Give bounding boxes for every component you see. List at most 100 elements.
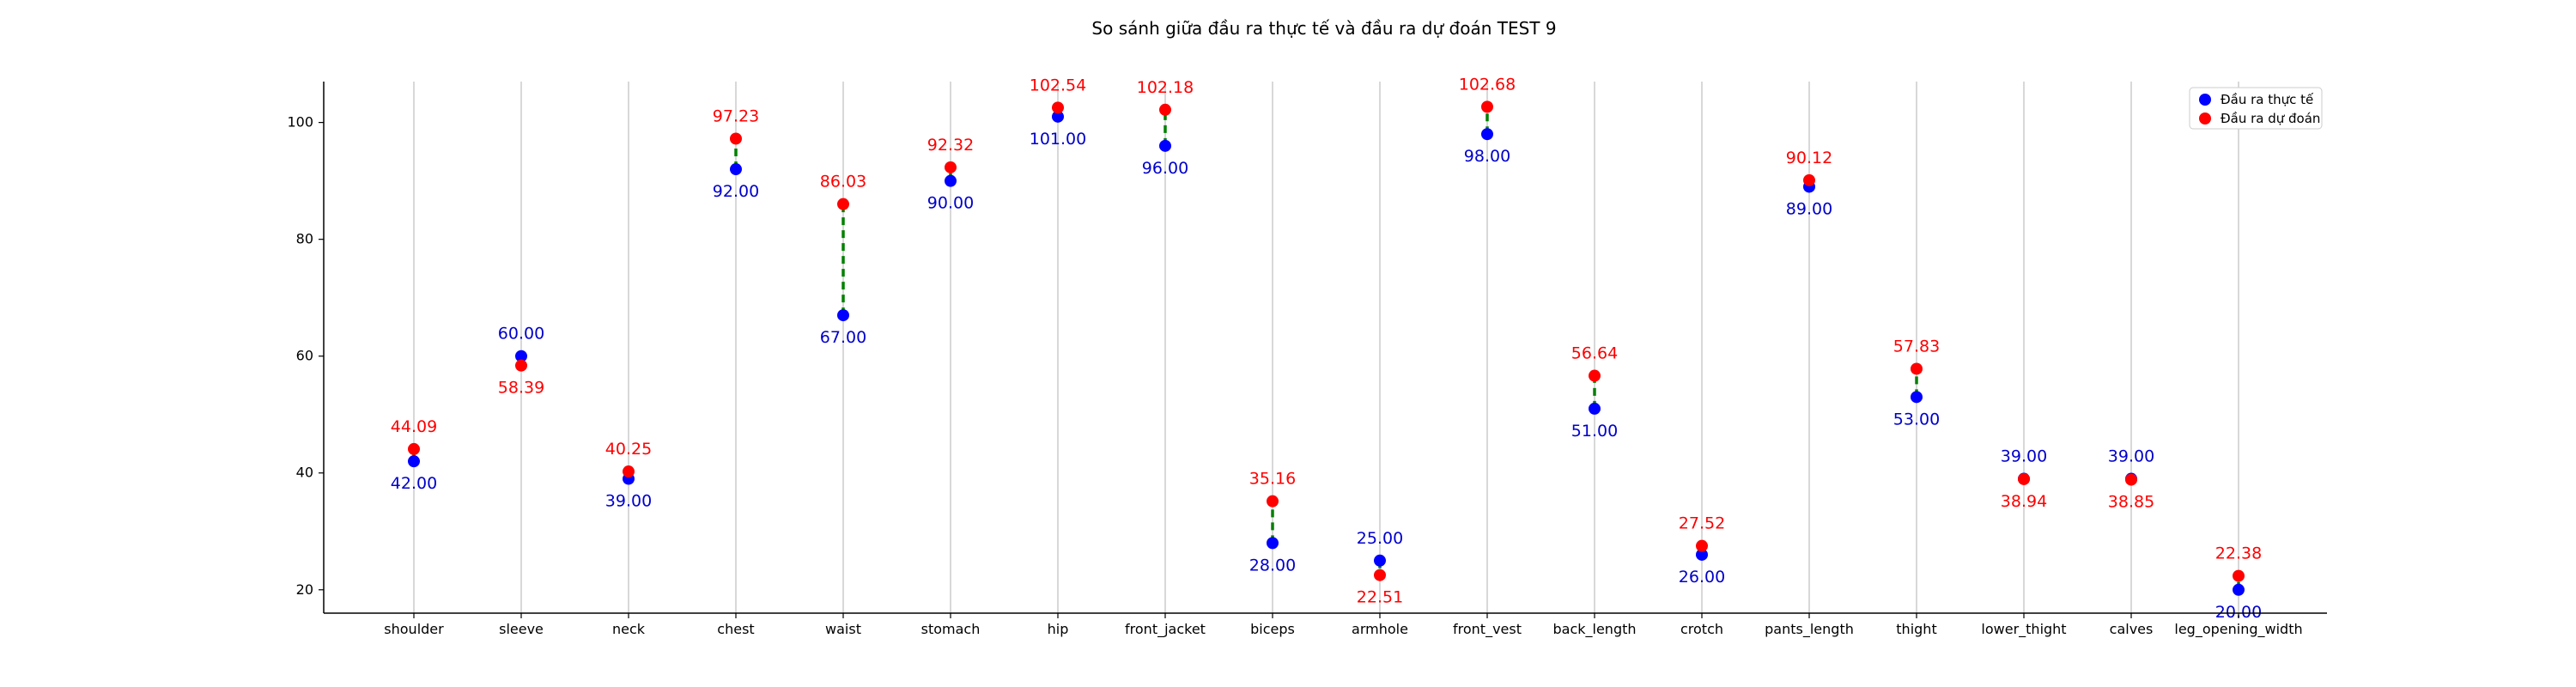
label-predicted: 56.64 [1571,344,1618,363]
x-tick-label: stomach [921,621,981,637]
x-tick-label: back_length [1552,621,1636,638]
point-actual [1374,554,1386,567]
point-actual [1481,128,1493,141]
point-actual [1052,110,1064,123]
x-tick-label: chest [717,621,754,637]
point-predicted [408,442,420,455]
point-actual [1911,391,1923,404]
label-actual: 39.00 [2001,447,2047,466]
y-tick-label: 80 [296,231,313,247]
x-tick-label: sleeve [499,621,544,637]
label-predicted: 102.54 [1030,76,1086,94]
label-actual: 89.00 [1786,199,1832,218]
label-actual: 39.00 [605,492,652,511]
point-actual [1696,548,1708,561]
connector-lines [412,106,2240,590]
label-actual: 26.00 [1679,568,1725,587]
label-predicted: 38.94 [2001,492,2047,511]
point-predicted [1589,369,1601,382]
legend: Đầu ra thực tế Đầu ra dự đoán [2189,87,2323,130]
point-actual [1267,537,1279,550]
x-tick-label: front_vest [1453,621,1522,638]
label-actual: 42.00 [391,474,437,493]
point-actual [730,163,742,176]
point-predicted [1911,362,1923,375]
label-actual: 20.00 [2215,603,2262,622]
point-predicted [2018,472,2030,485]
point-predicted [515,359,527,372]
point-predicted [1374,568,1386,581]
point-actual [515,350,527,362]
x-tick-label: armhole [1352,621,1408,637]
point-predicted [1159,103,1171,116]
x-tick-label: front_jacket [1125,621,1206,638]
legend-label: Đầu ra thực tế [2221,92,2314,107]
x-tick-labels: shoulder sleeve neck chest waist stomach hip fr… [384,613,2303,638]
label-actual: 98.00 [1464,147,1510,166]
legend-label: Đầu ra dự đoán [2221,111,2320,126]
label-actual: 25.00 [1357,529,1403,548]
label-predicted: 40.25 [605,440,652,459]
x-tick-label: thight [1896,621,1936,637]
x-tick-label: shoulder [384,621,444,637]
label-predicted: 27.52 [1679,514,1725,533]
point-predicted [1481,100,1493,113]
legend-marker [2199,94,2211,106]
label-predicted: 97.23 [713,106,759,125]
point-actual [945,174,957,187]
point-predicted [2125,473,2137,486]
data-labels: 42.00 44.09 60.00 58.39 39.00 40.25 92.00 97.23… [391,75,2262,621]
label-predicted: 35.16 [1249,470,1296,489]
axes [323,82,2327,614]
point-predicted [730,132,742,145]
point-predicted [1696,539,1708,552]
chart-title: So sánh giữa đầu ra thực tế và đầu ra dự… [1091,18,1556,39]
label-predicted: 22.51 [1357,588,1403,607]
label-predicted: 102.68 [1459,75,1516,94]
x-tick-label: neck [612,621,646,637]
label-actual: 101.00 [1030,130,1086,149]
x-tick-label: crotch [1680,621,1723,637]
point-predicted [1803,173,1815,186]
label-predicted: 86.03 [820,173,866,192]
label-predicted: 22.38 [2215,544,2262,563]
x-tick-label: waist [825,621,861,637]
point-predicted [1267,495,1279,508]
label-predicted: 38.85 [2108,493,2154,512]
label-actual: 53.00 [1893,410,1940,429]
x-tick-label: hip [1048,621,1069,637]
point-predicted [945,161,957,173]
label-predicted: 57.83 [1893,337,1940,356]
y-tick-label: 40 [296,465,313,481]
label-actual: 67.00 [820,328,866,347]
label-predicted: 90.12 [1786,149,1832,167]
point-predicted [1052,101,1064,114]
x-tick-label: leg_opening_width [2174,621,2302,638]
label-actual: 60.00 [498,325,544,344]
point-predicted [837,198,849,210]
legend-box [2189,87,2323,130]
legend-marker [2199,112,2211,125]
y-tick-label: 20 [296,581,313,598]
label-actual: 39.00 [2108,447,2154,466]
grid-lines [413,82,2239,613]
label-actual: 92.00 [713,182,759,201]
label-predicted: 102.18 [1137,78,1194,97]
point-actual [1589,402,1601,415]
x-tick-label: biceps [1250,621,1295,637]
label-predicted: 44.09 [391,417,437,436]
point-actual [1159,139,1171,152]
label-actual: 51.00 [1571,422,1618,441]
x-tick-label: pants_length [1765,621,1854,638]
point-predicted [623,465,635,478]
point-predicted [2233,569,2245,582]
label-predicted: 58.39 [498,379,544,398]
data-points [408,100,2245,596]
y-tick-label: 60 [296,348,313,364]
point-actual [837,309,849,322]
x-tick-label: lower_thight [1981,621,2066,638]
label-actual: 90.00 [927,194,974,213]
point-actual [408,455,420,468]
label-actual: 28.00 [1249,556,1296,575]
